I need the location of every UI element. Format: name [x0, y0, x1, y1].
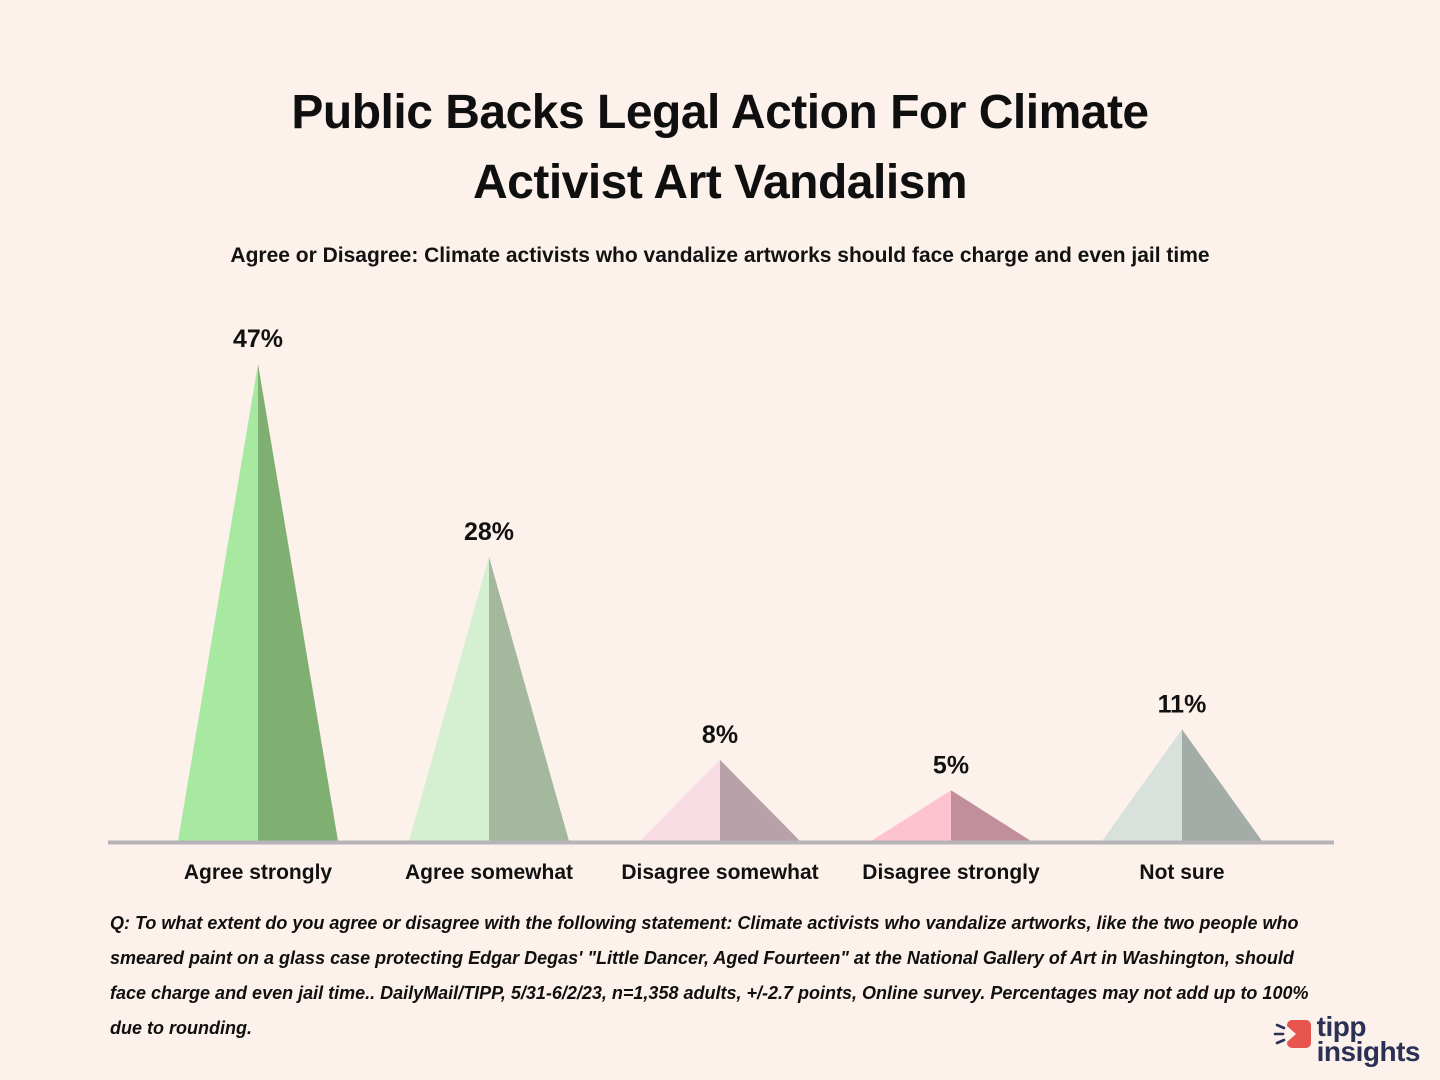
brand-logo-text: tipp insights [1316, 1011, 1421, 1067]
value-label: 28% [464, 518, 514, 546]
category-label: Disagree somewhat [621, 861, 818, 884]
value-label: 47% [233, 325, 283, 353]
triangle-right-face [489, 556, 569, 841]
category-label: Not sure [1139, 861, 1224, 884]
triangle-right-face [951, 790, 1031, 841]
chart-title-line2: Activist Art Vandalism [472, 156, 968, 209]
chart-title-line1: Public Backs Legal Action For Climate [291, 86, 1149, 139]
triangle-right-face [720, 759, 800, 841]
value-label: 8% [702, 721, 738, 749]
category-label: Disagree strongly [862, 861, 1040, 884]
methodology-footnote: Q: To what extent do you agree or disagr… [110, 913, 1309, 1038]
triangle-right-face [258, 363, 338, 841]
triangle-left-face [409, 556, 489, 841]
chart-title: Public Backs Legal Action For Climate Act… [0, 78, 1440, 218]
value-label: 11% [1158, 690, 1207, 718]
value-label: 5% [933, 751, 969, 779]
triangle-left-face [871, 790, 951, 841]
category-label: Agree somewhat [405, 861, 573, 884]
triangle-left-face [640, 759, 720, 841]
chart-subtitle: Agree or Disagree: Climate activists who… [230, 244, 1210, 267]
triangle-right-face [1182, 729, 1262, 841]
triangle-left-face [178, 363, 258, 841]
tipp-insights-icon [1273, 1020, 1311, 1048]
brand-logo-line2: insights [1316, 1036, 1421, 1067]
brand-logo: tipp insights [1273, 1011, 1421, 1067]
brand-logo-line1: tipp [1316, 1011, 1367, 1042]
category-label: Agree strongly [184, 861, 333, 884]
triangle-left-face [1102, 729, 1182, 841]
